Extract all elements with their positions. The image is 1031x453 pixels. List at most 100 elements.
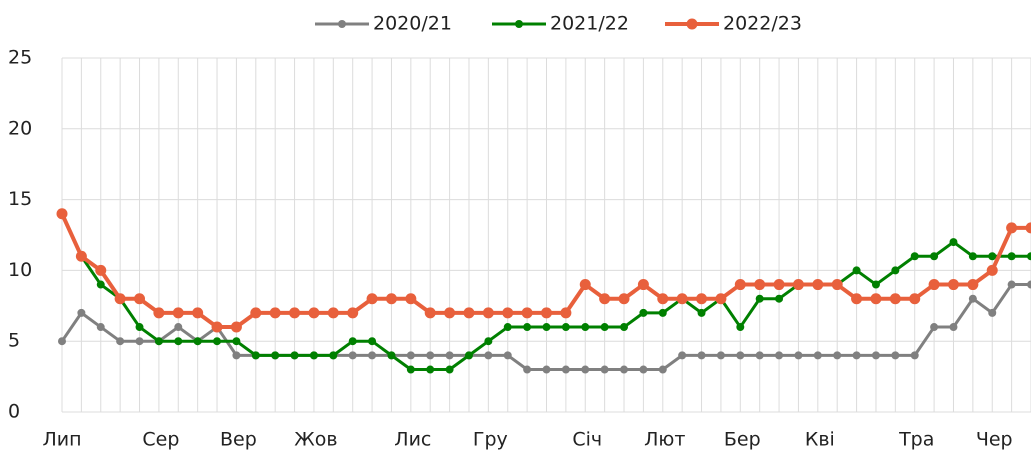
y-tick-label: 25 [8,47,32,69]
marker [891,351,900,360]
x-tick-label: Бер [724,429,761,451]
marker [463,307,475,319]
marker [424,307,436,319]
marker [327,307,339,319]
marker [930,252,939,261]
marker [909,293,921,305]
marker [368,337,377,346]
marker [96,280,105,289]
marker [949,238,958,247]
marker [986,264,998,276]
marker [561,323,570,332]
marker [385,293,397,305]
marker [289,307,301,319]
marker [618,293,630,305]
marker [232,337,241,346]
marker [697,308,706,317]
marker [968,294,977,303]
marker [600,323,609,332]
marker [1007,252,1016,261]
legend-label: 2022/23 [723,13,802,35]
marker [56,208,68,220]
marker [676,293,688,305]
legend-marker [338,20,346,28]
marker [406,365,415,374]
legend-marker [515,20,523,28]
marker [833,351,842,360]
marker [967,279,979,291]
legend-item: 2020/21 [315,13,452,35]
x-tick-label: Січ [572,429,602,451]
marker [213,337,222,346]
y-tick-label: 15 [8,188,32,210]
marker [1007,280,1016,289]
marker [871,351,880,360]
legend-item: 2022/23 [665,13,802,35]
legend-label: 2020/21 [373,13,452,35]
x-tick-label: Кві [805,429,835,451]
marker [658,365,667,374]
marker [174,337,183,346]
marker [755,294,764,303]
marker [561,365,570,374]
marker [153,307,165,319]
marker [792,279,804,291]
marker [464,351,473,360]
marker [269,307,281,319]
marker [426,365,435,374]
marker [521,307,533,319]
marker [444,307,456,319]
marker [192,307,204,319]
x-tick-label: Тра [898,429,934,451]
marker [870,293,882,305]
marker [405,293,417,305]
marker [484,337,493,346]
marker [1025,222,1031,234]
marker [503,323,512,332]
marker [271,351,280,360]
marker [523,365,532,374]
marker [988,308,997,317]
marker [812,279,824,291]
legend-label: 2021/22 [550,13,629,35]
marker [542,323,551,332]
marker [852,266,861,275]
marker [775,351,784,360]
marker [232,351,241,360]
marker [542,365,551,374]
marker [387,351,396,360]
marker [639,308,648,317]
marker [135,323,144,332]
marker [523,323,532,332]
marker [773,279,785,291]
marker [172,307,184,319]
marker [329,351,338,360]
marker [1027,280,1031,289]
series [56,208,1031,333]
marker [1006,222,1018,234]
x-tick-label: Гру [473,429,508,451]
marker [813,351,822,360]
marker [715,293,727,305]
marker [560,307,572,319]
marker [116,337,125,346]
marker [639,365,648,374]
marker [174,323,183,332]
marker [366,293,378,305]
marker [1027,252,1031,261]
marker [831,279,843,291]
marker [678,351,687,360]
marker [445,365,454,374]
marker [968,252,977,261]
marker [484,351,493,360]
marker [154,337,163,346]
marker [794,351,803,360]
marker [852,351,861,360]
marker [445,351,454,360]
legend-item: 2021/22 [492,13,629,35]
marker [230,321,242,333]
y-tick-label: 20 [8,117,32,139]
marker [696,293,708,305]
marker [871,280,880,289]
marker [193,337,202,346]
